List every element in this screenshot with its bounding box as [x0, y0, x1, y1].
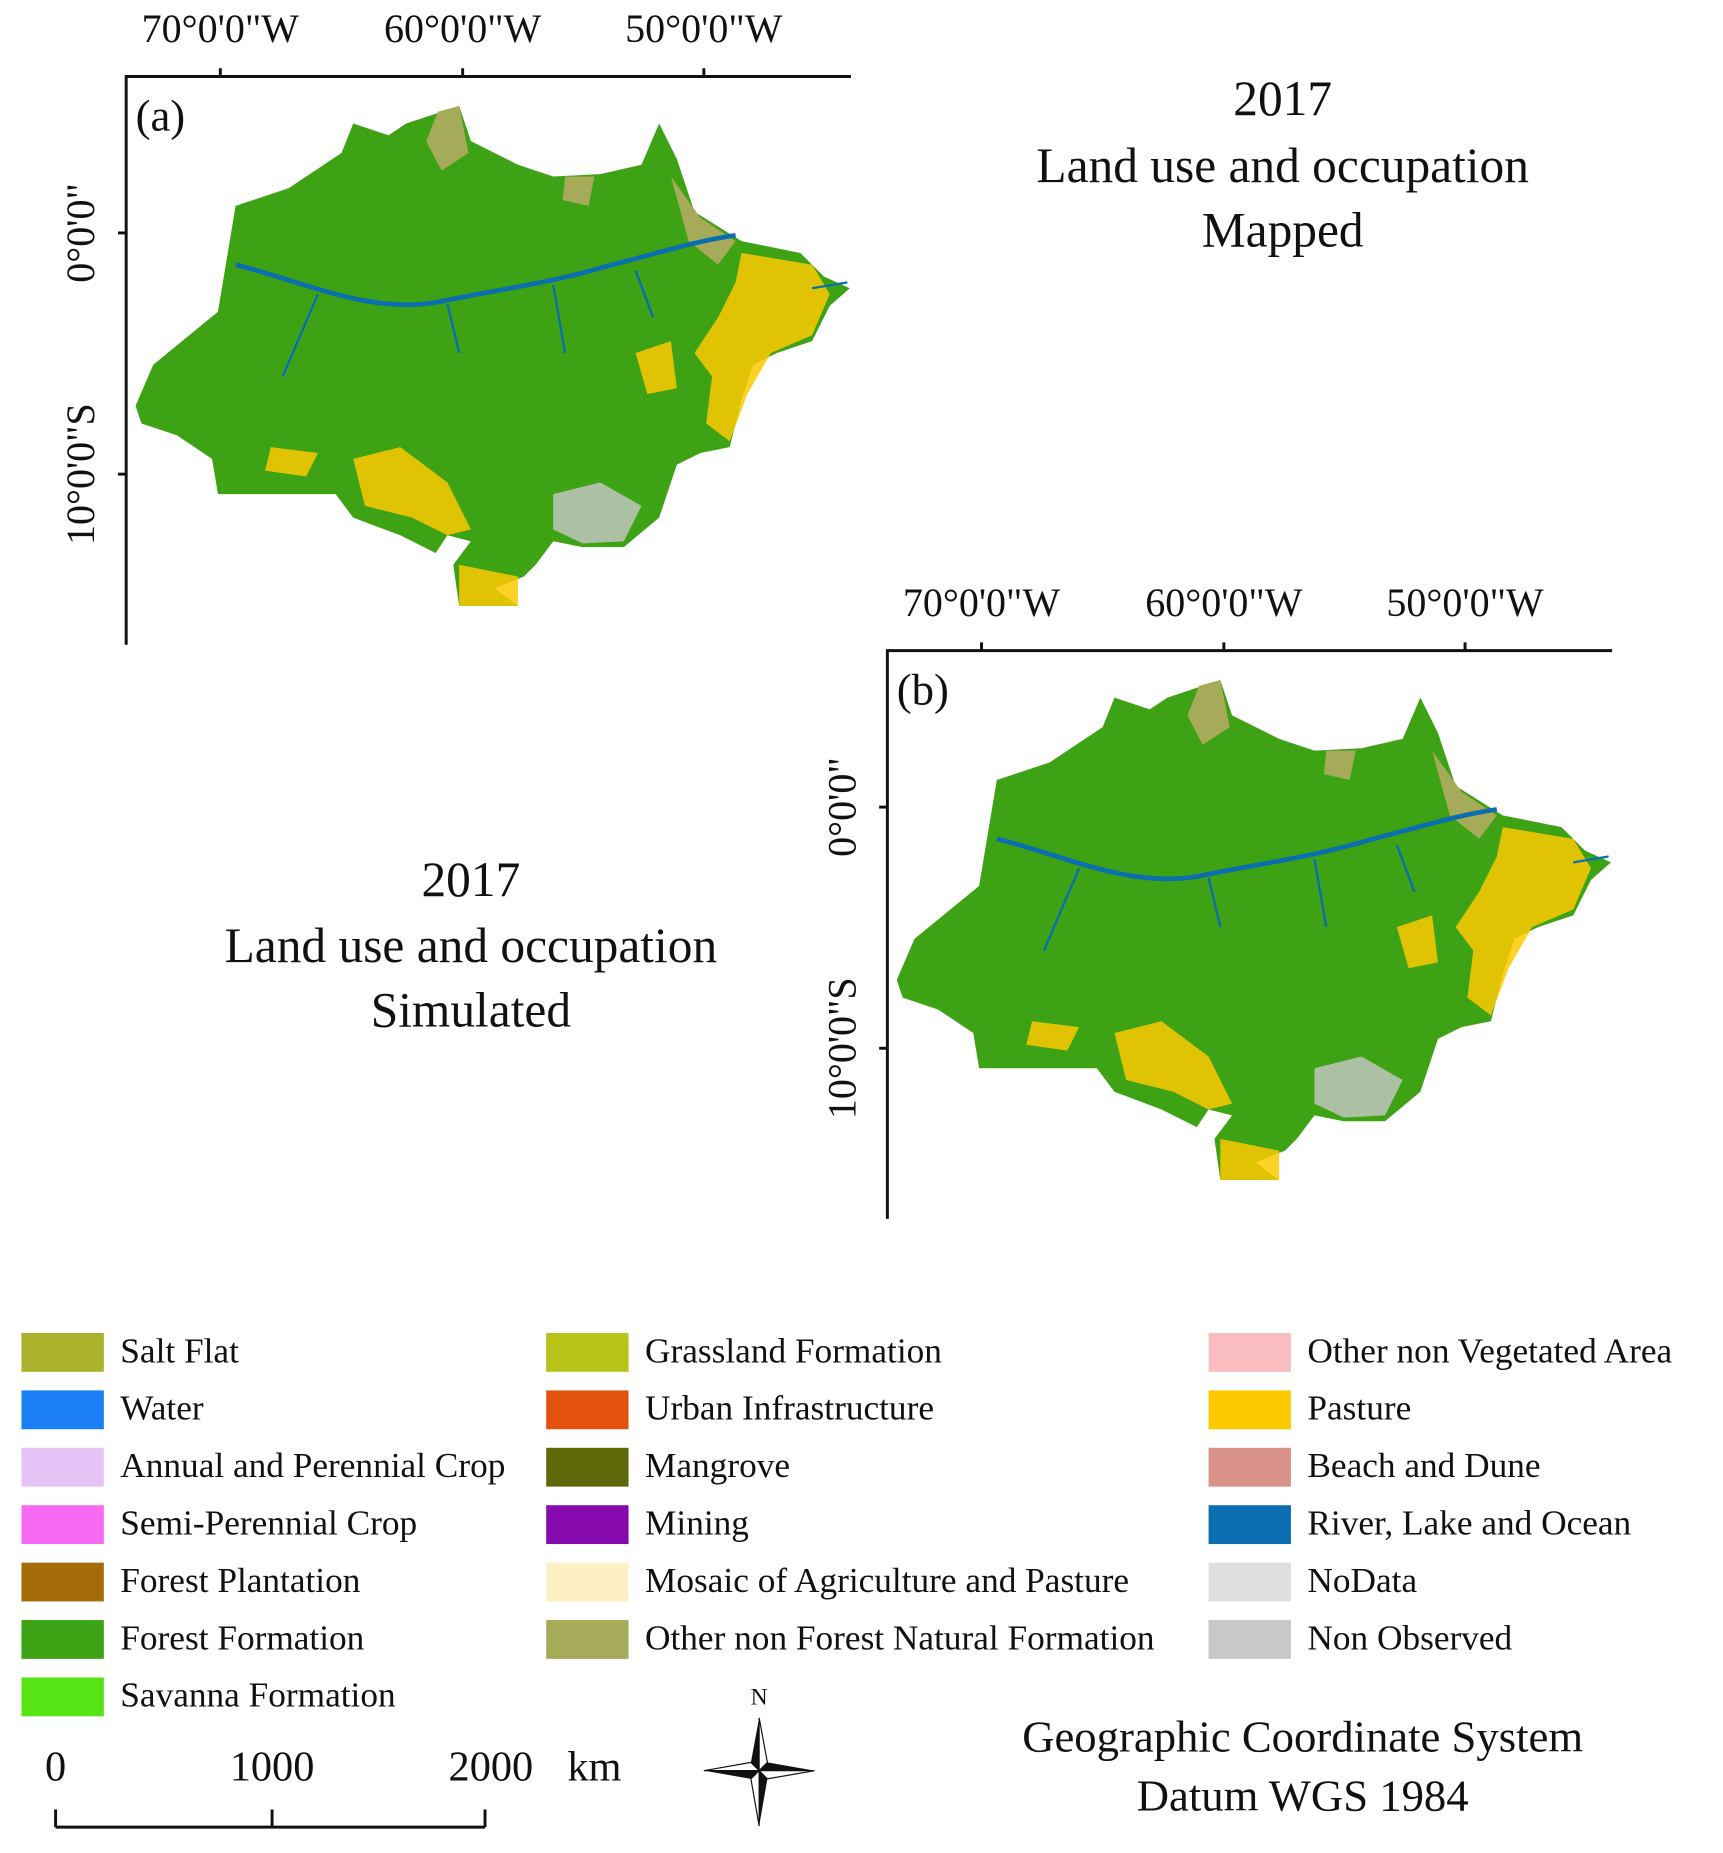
legend-swatch	[546, 1620, 629, 1659]
legend-label: Annual and Perennial Crop	[120, 1446, 505, 1485]
north-arrow-half	[703, 1717, 815, 1827]
legend-label: Non Observed	[1307, 1618, 1512, 1657]
north-label: N	[751, 1684, 768, 1710]
legend-label: Semi-Perennial Crop	[120, 1503, 417, 1542]
legend-swatch	[21, 1332, 104, 1372]
panel-title: 2017	[1233, 71, 1332, 126]
legend-label: Forest Formation	[120, 1618, 364, 1657]
x-coordinate-label: 50°0'0"W	[1386, 580, 1544, 625]
panel-title: Land use and occupation	[225, 918, 718, 973]
panel-title: Mapped	[1202, 203, 1364, 258]
legend-label: Mangrove	[645, 1446, 790, 1485]
legend-label: Other non Vegetated Area	[1307, 1331, 1672, 1370]
legend-swatch	[1208, 1390, 1291, 1430]
legend-swatch	[546, 1332, 629, 1372]
legend-swatch	[546, 1562, 629, 1602]
legend-swatch	[1208, 1620, 1291, 1659]
legend-swatch	[546, 1390, 629, 1430]
x-coordinate-label: 70°0'0"W	[903, 580, 1061, 625]
legend-label: Salt Flat	[120, 1331, 239, 1370]
legend-swatch	[1208, 1332, 1291, 1372]
legend-label: Forest Plantation	[120, 1561, 360, 1600]
legend-label: Savanna Formation	[120, 1676, 396, 1715]
map-frame	[885, 649, 1613, 1219]
legend-swatch	[546, 1505, 629, 1545]
legend-label: Grassland Formation	[645, 1331, 942, 1370]
map-panel: (b) 70°0'0"W 60°0'0"W 50°0'0"W 0°0'0" 10°0'0"…	[819, 580, 1612, 1219]
panel-title: 2017	[421, 852, 520, 907]
crs-text: Datum WGS 1984	[1137, 1770, 1469, 1820]
panel-title: Simulated	[371, 983, 572, 1038]
y-coordinate-label: 10°0'0"S	[58, 403, 103, 545]
legend-swatch	[21, 1390, 104, 1430]
legend-swatch	[1208, 1447, 1291, 1487]
scale-unit: km	[567, 1743, 621, 1790]
legend-label: Pasture	[1307, 1389, 1411, 1428]
scale-label: 2000	[449, 1743, 534, 1790]
panel-title: Land use and occupation	[1036, 138, 1529, 193]
scale-label: 1000	[230, 1743, 315, 1790]
legend-label: Mosaic of Agriculture and Pasture	[645, 1561, 1129, 1600]
legend-label: Urban Infrastructure	[645, 1389, 934, 1428]
legend-label: Water	[120, 1389, 204, 1428]
legend-label: Mining	[645, 1503, 749, 1542]
legend-swatch	[1208, 1562, 1291, 1602]
legend-swatch	[21, 1620, 104, 1659]
legend-label: River, Lake and Ocean	[1307, 1503, 1631, 1542]
scale-label: 0	[45, 1743, 66, 1790]
map-frame	[124, 75, 851, 645]
x-coordinate-label: 50°0'0"W	[625, 6, 783, 51]
legend-label: Other non Forest Natural Formation	[645, 1618, 1155, 1657]
y-coordinate-label: 0°0'0"	[819, 757, 864, 857]
legend-swatch	[21, 1505, 104, 1545]
legend-swatch	[546, 1447, 629, 1487]
legend-swatch	[21, 1447, 104, 1487]
x-coordinate-label: 60°0'0"W	[1145, 580, 1303, 625]
legend-swatch	[1208, 1505, 1291, 1545]
legend-swatch	[21, 1562, 104, 1602]
map-panel: (a) 70°0'0"W 60°0'0"W 50°0'0"W 0°0'0" 10°0'0"…	[58, 6, 851, 645]
panel-label: (a)	[136, 90, 186, 140]
x-coordinate-label: 60°0'0"W	[384, 6, 542, 51]
legend-swatch	[21, 1677, 104, 1717]
map-area	[897, 680, 1611, 1180]
panel-label: (b)	[897, 664, 949, 714]
y-coordinate-label: 10°0'0"S	[819, 977, 864, 1119]
y-coordinate-label: 0°0'0"	[58, 183, 103, 283]
legend-label: NoData	[1307, 1561, 1417, 1600]
x-coordinate-label: 70°0'0"W	[142, 6, 300, 51]
legend-label: Beach and Dune	[1307, 1446, 1540, 1485]
crs-text: Geographic Coordinate System	[1022, 1711, 1583, 1761]
map-area	[136, 106, 850, 606]
